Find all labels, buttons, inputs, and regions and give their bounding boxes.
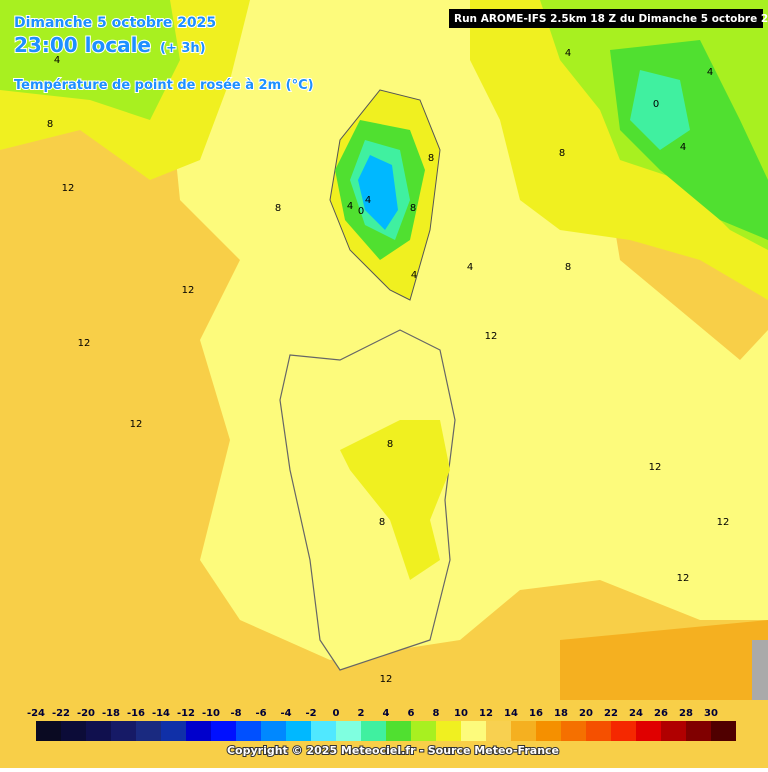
colorbar-label: -22 — [52, 708, 70, 719]
date: Dimanche 5 octobre 2025 — [14, 15, 216, 31]
zone-6 — [0, 0, 180, 120]
colorbar-bin — [211, 721, 236, 741]
offset: (+ 3h) — [160, 41, 206, 56]
contour-label: 4 — [347, 201, 353, 212]
run-box — [449, 9, 763, 28]
colorbar-bin — [511, 721, 536, 741]
run-info: Run AROME-IFS 2.5km 18 Z du Dimanche 5 o… — [454, 13, 768, 25]
colorbar-label: 22 — [604, 708, 618, 719]
colorbar-bin — [386, 721, 411, 741]
colorbar-label: -8 — [230, 708, 241, 719]
colorbar-bin — [586, 721, 611, 741]
colorbar-bin — [161, 721, 186, 741]
colorbar-bin — [286, 721, 311, 741]
contour-label: 12 — [62, 183, 75, 194]
colorbar-bin — [236, 721, 261, 741]
contour-label: 12 — [717, 517, 730, 528]
colorbar-label: -16 — [127, 708, 145, 719]
no-data — [752, 640, 768, 700]
contour-label: 12 — [380, 674, 393, 685]
colorbar-label: -10 — [202, 708, 220, 719]
contour-label: 12 — [485, 331, 498, 342]
contour-label: 8 — [565, 262, 571, 273]
colorbar-bin — [661, 721, 686, 741]
colorbar-bin — [136, 721, 161, 741]
contour-label: 0 — [358, 206, 364, 217]
colorbar-label: 30 — [704, 708, 718, 719]
colorbar-label: 6 — [408, 708, 415, 719]
time: 23:00 locale — [14, 33, 151, 57]
colorbar-bin — [336, 721, 361, 741]
colorbar-label: 20 — [579, 708, 593, 719]
colorbar-bin — [36, 721, 61, 741]
colorbar-label: 10 — [454, 708, 468, 719]
colorbar-bin — [86, 721, 111, 741]
colorbar-label: 2 — [358, 708, 365, 719]
variable: Température de point de rosée à 2m (°C) — [14, 78, 314, 93]
colorbar-label: 4 — [383, 708, 390, 719]
colorbar-label: 26 — [654, 708, 668, 719]
colorbar-bin — [411, 721, 436, 741]
colorbar-bin — [436, 721, 461, 741]
contour-label: 12 — [78, 338, 91, 349]
contour-label: 8 — [410, 203, 416, 214]
colorbar-label: -6 — [255, 708, 266, 719]
colorbar-bin — [636, 721, 661, 741]
contour-label: 8 — [387, 439, 393, 450]
colorbar-label: -4 — [280, 708, 291, 719]
contour-label: 8 — [428, 153, 434, 164]
sardinia-8 — [340, 420, 450, 580]
colorbar-label: -18 — [102, 708, 120, 719]
contour-label: 4 — [467, 262, 473, 273]
contour-label: 8 — [47, 119, 53, 130]
colorbar-bin — [111, 721, 136, 741]
contour-label: 12 — [677, 573, 690, 584]
contour-label: 8 — [559, 148, 565, 159]
colorbar-label: -12 — [177, 708, 195, 719]
contour-label: 12 — [130, 419, 143, 430]
colorbar-label: -20 — [77, 708, 95, 719]
colorbar-bin — [261, 721, 286, 741]
colorbar-bin — [461, 721, 486, 741]
sardinia — [279, 329, 456, 671]
colorbar-bin — [611, 721, 636, 741]
colorbar-label: 18 — [554, 708, 568, 719]
contour-label: 4 — [411, 270, 417, 281]
colorbar-label: 8 — [433, 708, 440, 719]
colorbar-bin — [561, 721, 586, 741]
contour-label: 4 — [707, 67, 713, 78]
contour-label: 4 — [565, 48, 571, 59]
colorbar-bin — [186, 721, 211, 741]
colorbar-label: 0 — [333, 708, 340, 719]
colorbar-bin — [711, 721, 736, 741]
colorbar-label: 14 — [504, 708, 518, 719]
corsica-0 — [358, 155, 398, 230]
copyright: Copyright © 2025 Meteociel.fr - Source M… — [227, 744, 559, 757]
zone-2 — [630, 70, 690, 150]
colorbar-label: 24 — [629, 708, 643, 719]
contour-label: 8 — [275, 203, 281, 214]
colorbar-label: 12 — [479, 708, 493, 719]
contour-label: 0 — [653, 99, 659, 110]
contour-label: 4 — [680, 142, 686, 153]
colorbar-label: 28 — [679, 708, 693, 719]
colorbar-bin — [486, 721, 511, 741]
contour-label: 8 — [379, 517, 385, 528]
colorbar-bin — [311, 721, 336, 741]
contour-label: 12 — [182, 285, 195, 296]
colorbar-label: -2 — [305, 708, 316, 719]
contour-label: 4 — [54, 55, 60, 66]
colorbar-bin — [61, 721, 86, 741]
colorbar-bin — [686, 721, 711, 741]
colorbar-label: -24 — [27, 708, 45, 719]
contour-label: 12 — [649, 462, 662, 473]
zone-14 — [560, 620, 768, 700]
colorbar-label: 16 — [529, 708, 543, 719]
contour-label: 4 — [365, 195, 371, 206]
colorbar-bin — [361, 721, 386, 741]
colorbar-bin — [536, 721, 561, 741]
colorbar-label: -14 — [152, 708, 170, 719]
